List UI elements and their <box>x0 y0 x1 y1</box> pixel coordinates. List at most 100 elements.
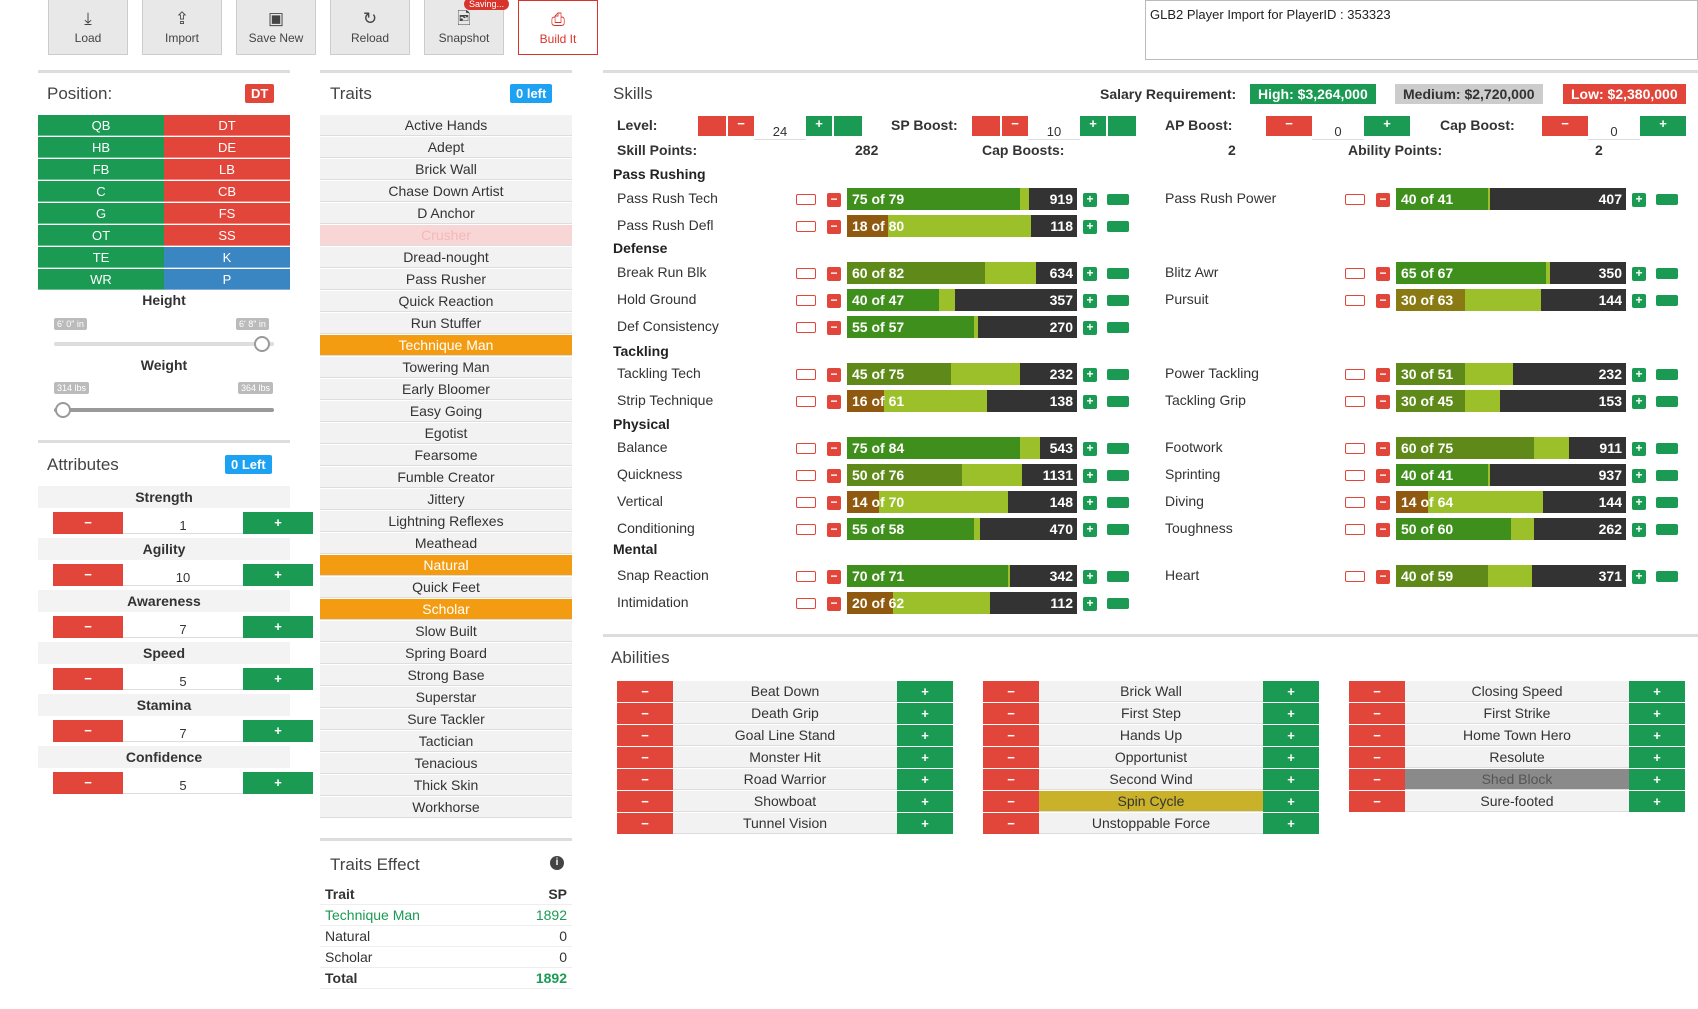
ability-minus-button[interactable]: − <box>983 813 1039 834</box>
trait-item[interactable]: Thick Skin <box>320 775 572 796</box>
weight-slider-thumb[interactable] <box>55 402 71 418</box>
height-slider-thumb[interactable] <box>254 336 270 352</box>
position-fs-button[interactable]: FS <box>164 203 290 224</box>
position-p-button[interactable]: P <box>164 269 290 290</box>
skill-plus-button[interactable]: + <box>1632 368 1646 382</box>
attribute-value-input[interactable]: 7 <box>123 616 243 638</box>
level-max-button[interactable] <box>834 116 862 136</box>
skill-plus-button[interactable]: + <box>1083 442 1097 456</box>
trait-item[interactable]: Technique Man <box>320 335 572 356</box>
skill-min-button[interactable] <box>1345 571 1365 582</box>
trait-item[interactable]: Tenacious <box>320 753 572 774</box>
skill-max-button[interactable] <box>1107 268 1129 279</box>
skill-max-button[interactable] <box>1107 396 1129 407</box>
skill-plus-button[interactable]: + <box>1083 368 1097 382</box>
trait-item[interactable]: Workhorse <box>320 797 572 818</box>
skill-minus-button[interactable]: − <box>1376 469 1390 483</box>
attribute-plus-button[interactable]: + <box>243 564 313 586</box>
skill-minus-button[interactable]: − <box>1376 193 1390 207</box>
trait-item[interactable]: Easy Going <box>320 401 572 422</box>
trait-item[interactable]: Egotist <box>320 423 572 444</box>
skill-max-button[interactable] <box>1107 524 1129 535</box>
position-c-button[interactable]: C <box>38 181 164 202</box>
trait-item[interactable]: Towering Man <box>320 357 572 378</box>
skill-plus-button[interactable]: + <box>1083 321 1097 335</box>
skill-max-button[interactable] <box>1107 322 1129 333</box>
ability-minus-button[interactable]: − <box>983 725 1039 746</box>
skill-plus-button[interactable]: + <box>1083 267 1097 281</box>
load-button[interactable]: ⤓ Load <box>48 0 128 55</box>
ability-plus-button[interactable]: + <box>1629 747 1685 768</box>
skill-min-button[interactable] <box>1345 194 1365 205</box>
position-dt-button[interactable]: DT <box>164 115 290 136</box>
ability-plus-button[interactable]: + <box>1263 747 1319 768</box>
ability-item[interactable]: Spin Cycle <box>1039 791 1263 812</box>
attribute-minus-button[interactable]: − <box>53 564 123 586</box>
ability-minus-button[interactable]: − <box>983 703 1039 724</box>
skill-max-button[interactable] <box>1656 369 1678 380</box>
ap-boost-input[interactable]: 0 <box>1312 118 1364 140</box>
snapshot-button[interactable]: Saving... 🖻 Snapshot <box>424 0 509 55</box>
trait-item[interactable]: Sure Tackler <box>320 709 572 730</box>
skill-min-button[interactable] <box>1345 524 1365 535</box>
ability-minus-button[interactable]: − <box>1349 769 1405 790</box>
sp-boost-minus-button[interactable]: − <box>1002 116 1028 136</box>
trait-item[interactable]: Scholar <box>320 599 572 620</box>
skill-min-button[interactable] <box>1345 443 1365 454</box>
skill-min-button[interactable] <box>1345 396 1365 407</box>
skill-minus-button[interactable]: − <box>827 267 841 281</box>
level-min-button[interactable] <box>698 116 726 136</box>
skill-plus-button[interactable]: + <box>1632 395 1646 409</box>
ability-plus-button[interactable]: + <box>1629 681 1685 702</box>
sp-boost-input[interactable]: 10 <box>1028 118 1080 140</box>
ability-minus-button[interactable]: − <box>1349 703 1405 724</box>
skill-min-button[interactable] <box>796 295 816 306</box>
skill-plus-button[interactable]: + <box>1632 193 1646 207</box>
skill-max-button[interactable] <box>1656 497 1678 508</box>
skill-max-button[interactable] <box>1656 295 1678 306</box>
skill-max-button[interactable] <box>1107 443 1129 454</box>
ability-minus-button[interactable]: − <box>1349 725 1405 746</box>
skill-min-button[interactable] <box>1345 295 1365 306</box>
skill-max-button[interactable] <box>1656 396 1678 407</box>
position-lb-button[interactable]: LB <box>164 159 290 180</box>
skill-minus-button[interactable]: − <box>827 469 841 483</box>
skill-minus-button[interactable]: − <box>827 442 841 456</box>
position-de-button[interactable]: DE <box>164 137 290 158</box>
skill-min-button[interactable] <box>796 369 816 380</box>
attribute-value-input[interactable]: 5 <box>123 772 243 794</box>
level-input[interactable]: 24 <box>754 118 806 140</box>
skill-minus-button[interactable]: − <box>1376 442 1390 456</box>
ability-plus-button[interactable]: + <box>1263 703 1319 724</box>
skill-plus-button[interactable]: + <box>1632 570 1646 584</box>
skill-minus-button[interactable]: − <box>827 321 841 335</box>
trait-item[interactable]: Strong Base <box>320 665 572 686</box>
trait-item[interactable]: Spring Board <box>320 643 572 664</box>
skill-minus-button[interactable]: − <box>1376 496 1390 510</box>
skill-min-button[interactable] <box>1345 497 1365 508</box>
attribute-minus-button[interactable]: − <box>53 772 123 794</box>
skill-plus-button[interactable]: + <box>1083 597 1097 611</box>
ability-minus-button[interactable]: − <box>617 769 673 790</box>
sp-boost-max-button[interactable] <box>1108 116 1136 136</box>
ability-minus-button[interactable]: − <box>617 703 673 724</box>
ability-plus-button[interactable]: + <box>897 769 953 790</box>
skill-plus-button[interactable]: + <box>1083 570 1097 584</box>
position-wr-button[interactable]: WR <box>38 269 164 290</box>
ability-item[interactable]: Shed Block <box>1405 769 1629 790</box>
skill-plus-button[interactable]: + <box>1083 220 1097 234</box>
position-k-button[interactable]: K <box>164 247 290 268</box>
ability-minus-button[interactable]: − <box>983 791 1039 812</box>
trait-item[interactable]: Natural <box>320 555 572 576</box>
skill-max-button[interactable] <box>1656 470 1678 481</box>
skill-plus-button[interactable]: + <box>1083 395 1097 409</box>
trait-item[interactable]: Slow Built <box>320 621 572 642</box>
trait-item[interactable]: Meathead <box>320 533 572 554</box>
trait-item[interactable]: Fumble Creator <box>320 467 572 488</box>
trait-item[interactable]: Jittery <box>320 489 572 510</box>
skill-minus-button[interactable]: − <box>827 496 841 510</box>
skill-max-button[interactable] <box>1107 470 1129 481</box>
ability-item[interactable]: Unstoppable Force <box>1039 813 1263 834</box>
ability-item[interactable]: Resolute <box>1405 747 1629 768</box>
trait-item[interactable]: Lightning Reflexes <box>320 511 572 532</box>
